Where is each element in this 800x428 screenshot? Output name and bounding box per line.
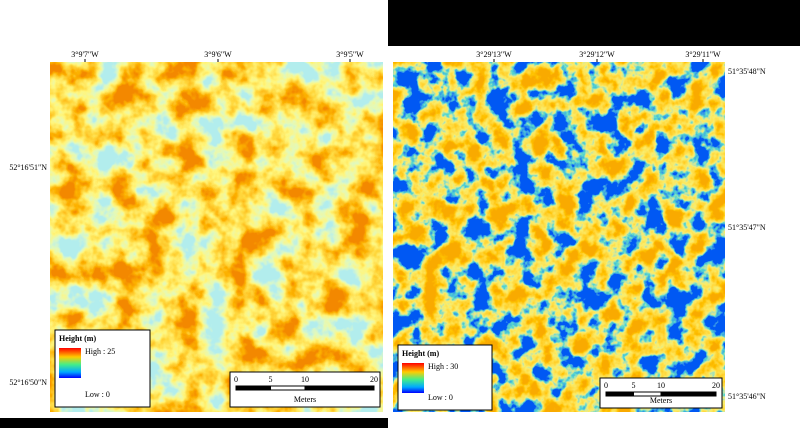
scale-tick-label: 0: [604, 381, 608, 390]
scale-unit: Meters: [294, 395, 316, 404]
longitude-label: 3°9'5"W: [336, 50, 364, 59]
latitude-label: 52°16'51"N: [9, 163, 47, 172]
latitude-label: 51°35'48"N: [728, 67, 766, 76]
longitude-label: 3°9'6"W: [204, 50, 232, 59]
legend-low: Low : 0: [428, 393, 453, 402]
longitude-label: 3°9'7"W: [71, 50, 99, 59]
scale-unit: Meters: [650, 396, 672, 405]
legend-low: Low : 0: [85, 390, 110, 399]
legend-high: High : 25: [85, 347, 115, 356]
scale-segment: [660, 391, 717, 397]
scale-tick-label: 10: [301, 375, 309, 384]
scale-tick-label: 5: [632, 381, 636, 390]
color-ramp: [59, 348, 81, 378]
scale-segment: [605, 391, 634, 397]
scale-segment: [304, 385, 375, 391]
longitude-label: 3°29'13"W: [476, 50, 512, 59]
scale-segment: [235, 385, 271, 391]
scale-tick-label: 10: [657, 381, 665, 390]
scale-tick-label: 20: [712, 381, 720, 390]
scale-segment: [270, 385, 306, 391]
longitude-label: 3°29'11"W: [685, 50, 721, 59]
scale-tick-label: 0: [234, 375, 238, 384]
scale-tick-label: 5: [269, 375, 273, 384]
black-band: [0, 418, 388, 428]
legend-title: Height (m): [59, 334, 96, 343]
latitude-label: 52°16'50"N: [9, 378, 47, 387]
latitude-label: 51°35'46"N: [728, 392, 766, 401]
latitude-label: 51°35'47"N: [728, 223, 766, 232]
legend-high: High : 30: [428, 362, 458, 371]
black-band: [388, 0, 800, 46]
legend-title: Height (m): [402, 349, 439, 358]
scale-tick-label: 20: [370, 375, 378, 384]
longitude-label: 3°29'12"W: [579, 50, 615, 59]
color-ramp: [402, 363, 424, 393]
